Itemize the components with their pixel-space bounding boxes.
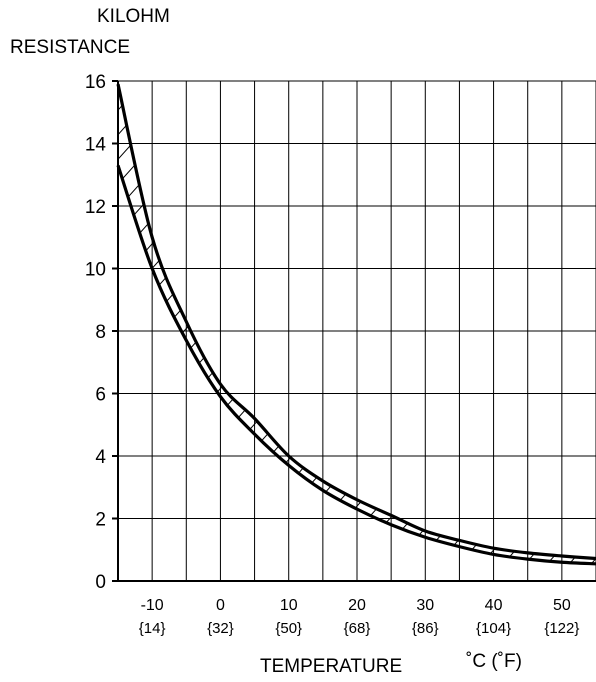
hatch-line [0,41,48,621]
x-tick-label-c: 10 [280,597,298,614]
x-tick-label-f: {14} [139,620,166,637]
y-tick-label: 0 [95,572,106,593]
x-tick-label-f: {68} [344,620,371,637]
x-tick-label-c: -10 [141,597,164,614]
y-axis-label-line-2: RESISTANCE [10,37,130,58]
x-tick-label-c: 30 [416,597,434,614]
x-tick-label-f: {104} [476,620,511,637]
x-tick-label-f: {86} [412,620,439,637]
x-tick-label-c: 20 [348,597,366,614]
y-axis-label-line-1: KILOHM [97,6,170,27]
x-tick-label-f: {122} [544,620,579,637]
y-tick-label: 10 [85,260,106,281]
x-axis-label: TEMPERATURE [260,656,402,677]
x-tick-label-c: 0 [216,597,225,614]
x-tick-label-f: {50} [275,620,302,637]
hatch-line [0,41,92,621]
y-tick-label: 12 [85,197,106,218]
y-tick-label: 4 [95,447,106,468]
hatch-line [0,41,70,621]
y-tick-label: 8 [95,322,106,343]
hatch-line [0,41,26,621]
x-tick-label-f: {32} [207,620,234,637]
y-tick-label: 16 [85,72,106,93]
x-tick-label-c: 40 [485,597,503,614]
y-tick-label: 6 [95,385,106,406]
x-axis-unit: ˚C (˚F) [466,651,522,672]
axes [112,80,596,582]
curves [116,83,596,566]
lower-curve [116,164,596,566]
y-tick-label: 14 [85,135,107,156]
y-tick-label: 2 [95,510,106,531]
hatch-line [0,41,4,621]
x-tick-label-c: 50 [553,597,571,614]
tick-labels: 0 2 4 6 8 10 12 14 16 -10 {14} 0 {32} 10 {50} 20 {68} 30 {… [85,72,580,637]
upper-curve [116,83,596,561]
grid [117,80,596,582]
